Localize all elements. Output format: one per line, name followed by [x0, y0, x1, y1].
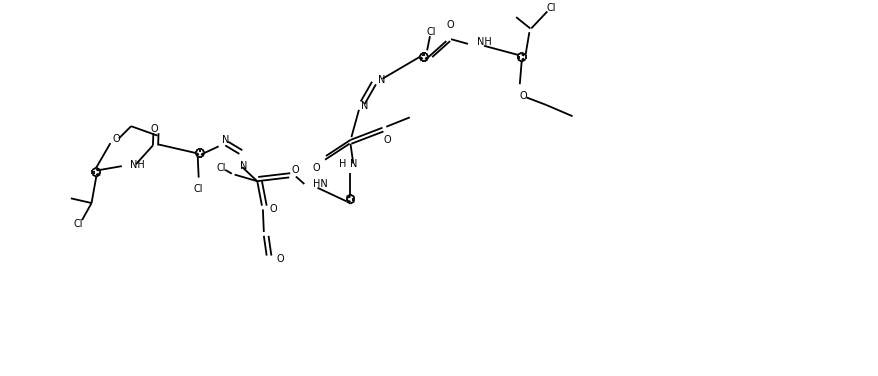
- Text: Cl: Cl: [426, 27, 435, 38]
- Text: N: N: [349, 159, 356, 170]
- Text: N: N: [361, 101, 368, 111]
- Text: O: O: [291, 165, 299, 175]
- Text: O: O: [519, 91, 527, 100]
- Text: N: N: [378, 75, 385, 85]
- Text: HN: HN: [313, 179, 327, 189]
- Text: O: O: [383, 135, 391, 145]
- Text: O: O: [277, 254, 284, 264]
- Text: O: O: [112, 134, 119, 144]
- Text: Cl: Cl: [217, 163, 226, 173]
- Text: NH: NH: [130, 160, 145, 170]
- Text: NH: NH: [477, 37, 492, 47]
- Text: H: H: [339, 159, 346, 170]
- Text: O: O: [270, 203, 277, 214]
- Text: Cl: Cl: [74, 219, 83, 229]
- Text: N: N: [240, 161, 248, 171]
- Text: Cl: Cl: [545, 3, 555, 13]
- Text: O: O: [313, 163, 320, 173]
- Text: Cl: Cl: [194, 184, 203, 194]
- Text: O: O: [151, 124, 158, 134]
- Text: N: N: [221, 135, 228, 145]
- Text: O: O: [446, 20, 453, 30]
